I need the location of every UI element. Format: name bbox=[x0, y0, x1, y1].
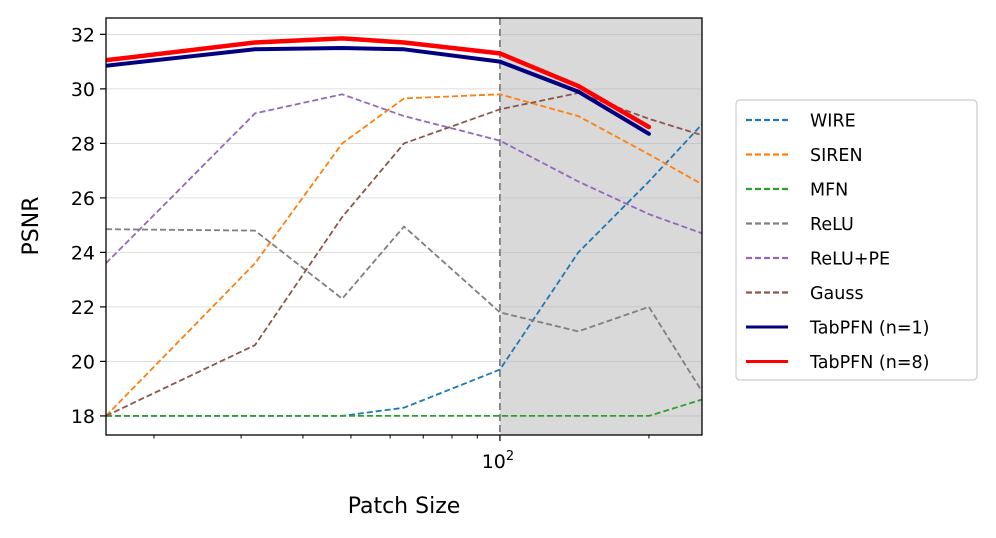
y-axis: 18 20 22 24 26 28 30 32 bbox=[71, 24, 106, 428]
y-tick-label: 18 bbox=[71, 406, 95, 428]
legend-label: TabPFN (n=8) bbox=[809, 353, 929, 373]
y-tick-label: 30 bbox=[71, 79, 95, 101]
x-axis-label: Patch Size bbox=[348, 494, 461, 519]
series-line bbox=[106, 225, 702, 392]
legend-label: TabPFN (n=1) bbox=[809, 319, 929, 339]
y-axis-label: PSNR bbox=[19, 197, 44, 256]
plot-frame bbox=[105, 17, 703, 436]
legend-label: ReLU+PE bbox=[810, 250, 890, 270]
legend: WIRE SIREN MFN ReLU ReLU+PE Gauss TabPFN (n=1)… bbox=[735, 99, 978, 381]
x-tick-label: 102 bbox=[482, 449, 514, 473]
y-tick-label: 20 bbox=[71, 351, 95, 373]
y-tick-label: 24 bbox=[71, 242, 95, 264]
series-line bbox=[106, 93, 702, 264]
series-line bbox=[106, 92, 702, 417]
series-line bbox=[106, 36, 652, 130]
legend-label: SIREN bbox=[810, 146, 863, 166]
series-line bbox=[106, 46, 651, 136]
legend-frame bbox=[735, 99, 978, 381]
legend-label: ReLU bbox=[810, 215, 854, 235]
y-tick-label: 22 bbox=[71, 297, 95, 319]
legend-label: MFN bbox=[810, 181, 848, 201]
y-tick-label: 32 bbox=[71, 24, 95, 46]
shaded-region bbox=[499, 18, 702, 435]
legend-label: Gauss bbox=[810, 284, 864, 304]
y-tick-label: 26 bbox=[71, 188, 95, 210]
series-layer bbox=[106, 36, 702, 417]
y-tick-label: 28 bbox=[71, 133, 95, 155]
x-axis: 102 bbox=[153, 435, 650, 473]
series-line bbox=[106, 93, 702, 417]
series-line bbox=[106, 398, 702, 417]
legend-label: WIRE bbox=[810, 112, 856, 132]
